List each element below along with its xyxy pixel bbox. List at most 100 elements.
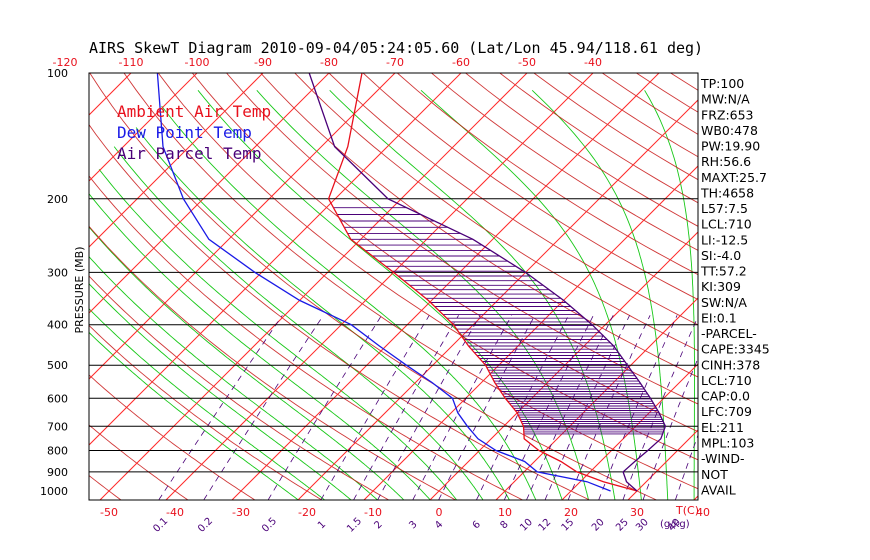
dry-adiabat-line — [397, 73, 698, 276]
mixing-ratio-tick-label: 15 — [560, 517, 577, 534]
bottom-temp-tick-label: -20 — [298, 506, 316, 519]
top-temp-tick-label: -40 — [584, 56, 602, 69]
index-entry: WB0:478 — [701, 123, 758, 138]
mixing-ratio-tick-label: 10 — [518, 517, 535, 534]
pressure-tick-label: 900 — [47, 466, 68, 479]
pressure-tick-label: 500 — [47, 359, 68, 372]
top-temp-axis: -120 -110 -100 -90 -80 -70 -60 -50 -40 — [53, 56, 602, 69]
top-temp-tick-label: -50 — [518, 56, 536, 69]
cape-hatch — [333, 207, 666, 435]
index-entry: CINH:378 — [701, 357, 760, 372]
chart-title: AIRS SkewT Diagram 2010-09-04/05:24:05.6… — [89, 39, 703, 57]
plot-frame — [88, 72, 699, 501]
legend-parcel: Air Parcel Temp — [117, 144, 262, 163]
top-temp-tick-label: -80 — [320, 56, 338, 69]
bottom-temp-tick-label: 0 — [436, 506, 443, 519]
mixing-ratio-line — [476, 315, 569, 500]
dry-adiabat-line — [89, 424, 189, 500]
mixing-unit-label: (g/kg) — [660, 519, 690, 530]
moist-adiabat-line — [420, 89, 642, 500]
pressure-axis-label: PRESSURE (MB) — [73, 247, 86, 334]
bottom-temp-tick-label: -50 — [100, 506, 118, 519]
mixing-ratio-tick-label: 3 — [407, 519, 419, 531]
bottom-temp-tick-label: 40 — [696, 506, 710, 519]
legend-ambient: Ambient Air Temp — [117, 102, 271, 121]
dry-adiabat-line — [226, 73, 698, 405]
moist-adiabat-line — [135, 127, 510, 500]
index-entry: -WIND- — [701, 451, 745, 466]
index-entry: LFC:709 — [701, 404, 752, 419]
pressure-tick-label: 800 — [47, 444, 68, 457]
index-entry: CAP:0.0 — [701, 389, 750, 404]
top-temp-tick-label: -90 — [254, 56, 272, 69]
isotherm-line — [363, 165, 698, 500]
mixing-ratio-tick-label: 12 — [537, 517, 554, 534]
mixing-ratio-line — [353, 315, 459, 500]
bottom-temp-tick-label: 30 — [630, 506, 644, 519]
mixing-ratio-tick-label: 6 — [471, 519, 483, 531]
index-entry: FRZ:653 — [701, 107, 754, 122]
index-entry: LCL:710 — [701, 373, 752, 388]
index-entry: EI:0.1 — [701, 310, 737, 325]
bottom-temp-tick-label: 10 — [498, 506, 512, 519]
dry-adiabat-line — [89, 73, 657, 500]
dry-adiabat-line — [294, 73, 698, 352]
index-entry: LCL:710 — [701, 217, 752, 232]
mixing-ratio-line — [438, 315, 536, 500]
isotherm-line — [89, 73, 198, 182]
index-entry: PW:19.90 — [701, 139, 760, 154]
dry-adiabat-line — [157, 73, 698, 461]
index-entry: LI:-12.5 — [701, 232, 748, 247]
dry-adiabat-line — [260, 73, 698, 378]
isotherm-line — [231, 73, 660, 500]
profile-dew-point-temp — [156, 73, 611, 492]
mixing-ratio-tick-label: 4 — [433, 519, 445, 531]
moist-adiabat-line — [113, 146, 484, 500]
dry-adiabat-line — [89, 175, 523, 500]
dry-adiabat-line — [89, 374, 255, 500]
mixing-ratio-line — [642, 357, 698, 500]
bottom-temp-axis: -50 -40 -30 -20 -10 0 10 20 30 40 — [100, 506, 710, 519]
mixing-ratio-tick-label: 25 — [614, 517, 631, 534]
moist-adiabat-line — [98, 169, 457, 500]
dry-adiabat-line — [739, 73, 870, 500]
isotherm-line — [760, 64, 870, 500]
moist-adiabat-line — [89, 331, 299, 500]
dry-adiabat-line — [123, 73, 698, 490]
mixing-ratio-tick-label: 1 — [316, 519, 328, 531]
isotherm-line — [495, 297, 698, 500]
index-entry: MAXT:25.7 — [701, 170, 767, 185]
index-entry: TH:4658 — [700, 185, 754, 200]
moist-adiabat-line — [161, 105, 537, 500]
top-temp-tick-label: -110 — [119, 56, 144, 69]
pressure-tick-label: 100 — [47, 67, 68, 80]
index-entry: CAPE:3345 — [701, 342, 770, 357]
isotherm-line — [89, 73, 462, 446]
bottom-temp-tick-label: -30 — [232, 506, 250, 519]
pressure-tick-label: 200 — [47, 193, 68, 206]
isotherm-line — [0, 64, 74, 500]
top-temp-tick-label: -70 — [386, 56, 404, 69]
moist-adiabat-line — [89, 308, 325, 500]
moist-adiabat-line — [89, 226, 405, 500]
index-entry: KI:309 — [701, 279, 741, 294]
bottom-temp-tick-label: 20 — [564, 506, 578, 519]
dry-adiabat-line — [841, 73, 870, 500]
top-temp-tick-label: -60 — [452, 56, 470, 69]
isotherm-line — [429, 231, 698, 500]
index-entry: MW:N/A — [701, 92, 750, 107]
dry-adiabat-line — [89, 324, 322, 500]
isotherm-line — [89, 73, 330, 314]
pressure-axis: PRESSURE (MB) 100 200 300 400 500 600 700 800 90… — [40, 67, 86, 498]
isotherm-line — [297, 99, 698, 500]
mixing-ratio-tick-label: 20 — [590, 517, 607, 534]
moist-adiabat-line — [531, 89, 669, 500]
index-entry: TP:100 — [700, 76, 744, 91]
mixing-ratio-tick-label: 0.2 — [196, 516, 215, 535]
index-entry: AVAIL — [701, 482, 736, 497]
isotherm-line — [561, 363, 698, 500]
top-temp-tick-label: -100 — [185, 56, 210, 69]
index-entry: -PARCEL- — [701, 326, 757, 341]
pressure-tick-label: 300 — [47, 266, 68, 279]
